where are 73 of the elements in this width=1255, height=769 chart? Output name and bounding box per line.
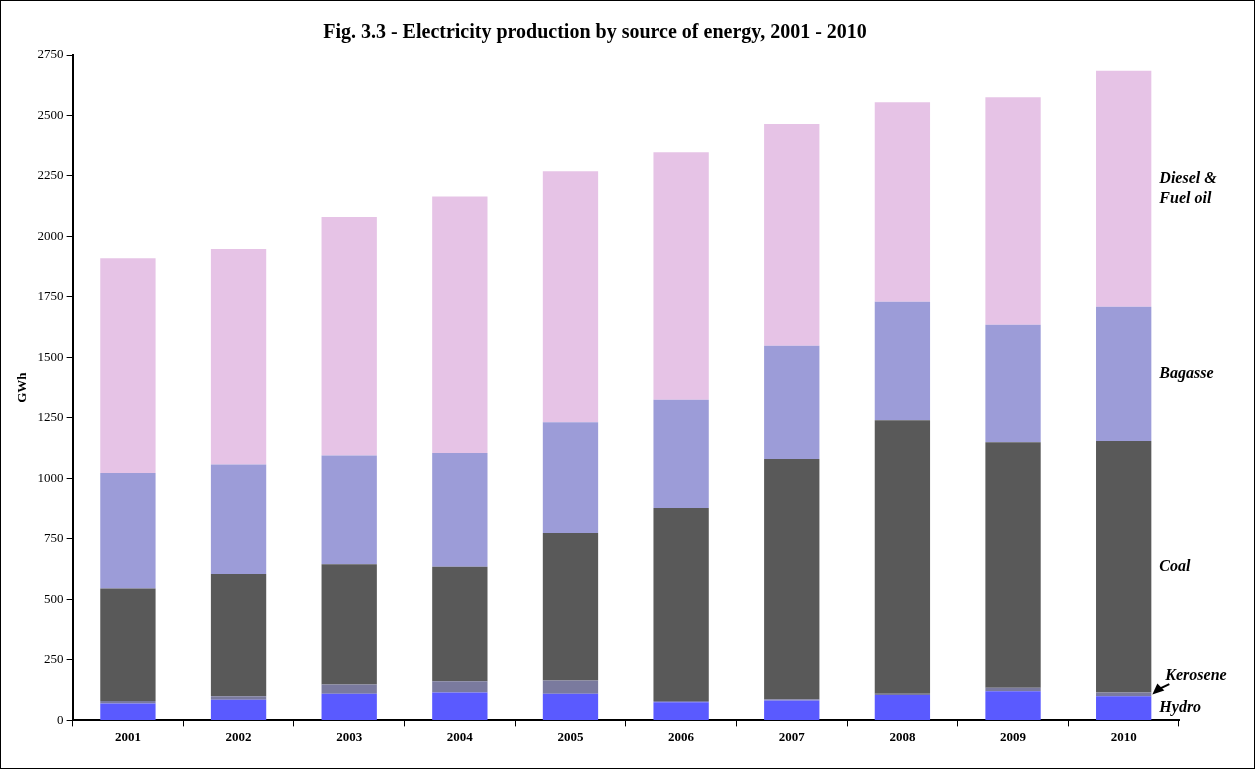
bar [210, 574, 267, 697]
y-tick-label: 2500 [37, 106, 64, 122]
bar [100, 588, 156, 702]
y-tick-label: 1750 [37, 288, 64, 304]
bar [321, 455, 377, 565]
bar [985, 324, 1041, 443]
y-axis-title: GWh [14, 371, 30, 403]
bar [653, 152, 709, 400]
bar [874, 694, 931, 720]
bar [985, 691, 1041, 720]
bar [210, 249, 267, 465]
bar [985, 442, 1041, 688]
x-tick-label: 2001 [114, 728, 141, 744]
x-tick-label: 2003 [336, 728, 363, 744]
x-tick-label: 2006 [668, 728, 695, 744]
bar [432, 566, 488, 682]
series-label: Coal [1159, 556, 1192, 574]
bar [100, 473, 156, 589]
y-tick-label: 2000 [37, 227, 64, 243]
bar [764, 345, 820, 460]
bar [542, 693, 599, 720]
bar [542, 422, 599, 533]
x-tick-label: 2005 [557, 728, 584, 744]
bar [1096, 70, 1152, 307]
bar [1096, 306, 1152, 441]
bar [210, 464, 267, 575]
bar [100, 258, 156, 474]
y-tick-label: 500 [44, 590, 64, 606]
chart-title: Fig. 3.3 - Electricity production by source of energy, 2001 - 2010 [323, 20, 867, 44]
bar [1096, 440, 1152, 693]
bar [764, 700, 820, 720]
bar [764, 459, 820, 700]
y-tick-label: 0 [57, 711, 64, 727]
series-label: Bagasse [1158, 363, 1214, 382]
y-tick-label: 1250 [37, 409, 64, 425]
bar [1096, 696, 1152, 720]
bar [100, 703, 156, 720]
x-tick-label: 2009 [1000, 728, 1027, 744]
x-tick-label: 2002 [225, 728, 252, 744]
y-tick-label: 2250 [37, 167, 64, 183]
y-tick-label: 2750 [37, 46, 64, 62]
series-label: Kerosene [1164, 666, 1227, 684]
bar [874, 420, 931, 694]
bar [874, 301, 931, 421]
bar [321, 684, 377, 694]
bar [432, 196, 488, 454]
x-tick-label: 2004 [446, 728, 474, 744]
x-tick-label: 2010 [1110, 728, 1137, 744]
bar [985, 97, 1041, 325]
bar [321, 693, 377, 720]
bar [542, 532, 599, 681]
bar [432, 453, 488, 567]
bar [653, 399, 709, 508]
series-label: Hydro [1158, 698, 1202, 717]
bar [321, 217, 377, 456]
bar [764, 123, 820, 346]
y-tick-label: 1000 [37, 469, 64, 485]
series-label: Diesel & Fuel oil [1158, 168, 1218, 206]
bar [321, 564, 377, 685]
bar [653, 702, 709, 720]
y-tick-label: 250 [44, 651, 64, 667]
x-tick-label: 2007 [778, 728, 806, 744]
bar [210, 699, 267, 720]
bar [542, 171, 599, 423]
y-tick-label: 750 [44, 530, 64, 546]
bar [210, 696, 267, 700]
x-tick-label: 2008 [889, 728, 916, 744]
y-tick-label: 1500 [37, 348, 64, 364]
bar [432, 681, 488, 693]
bar [432, 692, 488, 720]
bar [542, 680, 599, 694]
bar [874, 102, 931, 302]
bar [653, 507, 709, 702]
